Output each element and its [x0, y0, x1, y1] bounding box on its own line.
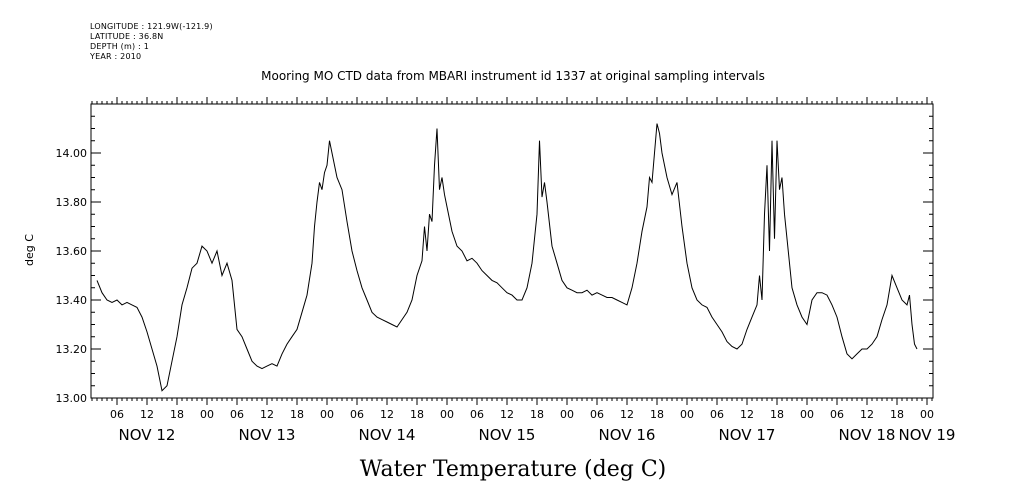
- x-tick-label: 18: [530, 408, 544, 421]
- x-tick-label: 18: [650, 408, 664, 421]
- x-tick-label: 18: [770, 408, 784, 421]
- x-tick-label: 18: [410, 408, 424, 421]
- depth-label: DEPTH (m) : 1: [90, 42, 149, 51]
- x-tick-label: 00: [560, 408, 574, 421]
- x-tick-label: 06: [470, 408, 484, 421]
- latitude-label: LATITUDE : 36.8N: [90, 32, 164, 41]
- y-axis-label: deg C: [23, 234, 36, 266]
- y-tick-label: 13.40: [56, 294, 88, 307]
- x-tick-label: 06: [230, 408, 244, 421]
- y-tick-label: 14.00: [56, 147, 88, 160]
- x-date-label: NOV 15: [479, 426, 536, 444]
- x-axis-label: Water Temperature (deg C): [360, 457, 667, 482]
- axis-ticks: [91, 97, 933, 405]
- x-tick-label: 12: [620, 408, 634, 421]
- x-tick-label: 18: [890, 408, 904, 421]
- metadata-block: LONGITUDE : 121.9W(-121.9) LATITUDE : 36…: [90, 22, 213, 62]
- x-date-label: NOV 14: [359, 426, 416, 444]
- y-tick-label: 13.20: [56, 343, 88, 356]
- x-tick-label: 00: [320, 408, 334, 421]
- x-date-label: NOV 18: [839, 426, 896, 444]
- x-tick-label: 12: [140, 408, 154, 421]
- x-tick-label: 00: [800, 408, 814, 421]
- x-date-label: NOV 19: [899, 426, 956, 444]
- x-tick-label: 00: [680, 408, 694, 421]
- x-tick-label: 18: [290, 408, 304, 421]
- axis-tick-labels: 06 12 18 00 06 12 18 00 06 12 18 00 06 12 18 00 06 12 18 00…: [56, 147, 956, 444]
- y-tick-label: 13.80: [56, 196, 88, 209]
- x-tick-label: 06: [110, 408, 124, 421]
- x-tick-label: 12: [500, 408, 514, 421]
- x-tick-label: 00: [440, 408, 454, 421]
- longitude-label: LONGITUDE : 121.9W(-121.9): [90, 22, 213, 31]
- x-date-label: NOV 16: [599, 426, 656, 444]
- y-tick-label: 13.60: [56, 245, 88, 258]
- x-tick-label: 00: [200, 408, 214, 421]
- x-tick-label: 00: [920, 408, 934, 421]
- x-tick-label: 12: [740, 408, 754, 421]
- x-tick-label: 18: [170, 408, 184, 421]
- x-tick-label: 06: [350, 408, 364, 421]
- year-label: YEAR : 2010: [90, 52, 142, 61]
- x-date-label: NOV 12: [119, 426, 176, 444]
- x-date-label: NOV 17: [719, 426, 776, 444]
- x-tick-label: 06: [590, 408, 604, 421]
- series-line-water-temperature: [96, 123, 918, 392]
- y-tick-label: 13.00: [56, 392, 88, 405]
- x-tick-label: 06: [830, 408, 844, 421]
- x-tick-label: 12: [380, 408, 394, 421]
- x-tick-label: 12: [860, 408, 874, 421]
- chart-title: Mooring MO CTD data from MBARI instrumen…: [261, 69, 765, 83]
- x-tick-label: 12: [260, 408, 274, 421]
- x-date-label: NOV 13: [239, 426, 296, 444]
- x-tick-label: 06: [710, 408, 724, 421]
